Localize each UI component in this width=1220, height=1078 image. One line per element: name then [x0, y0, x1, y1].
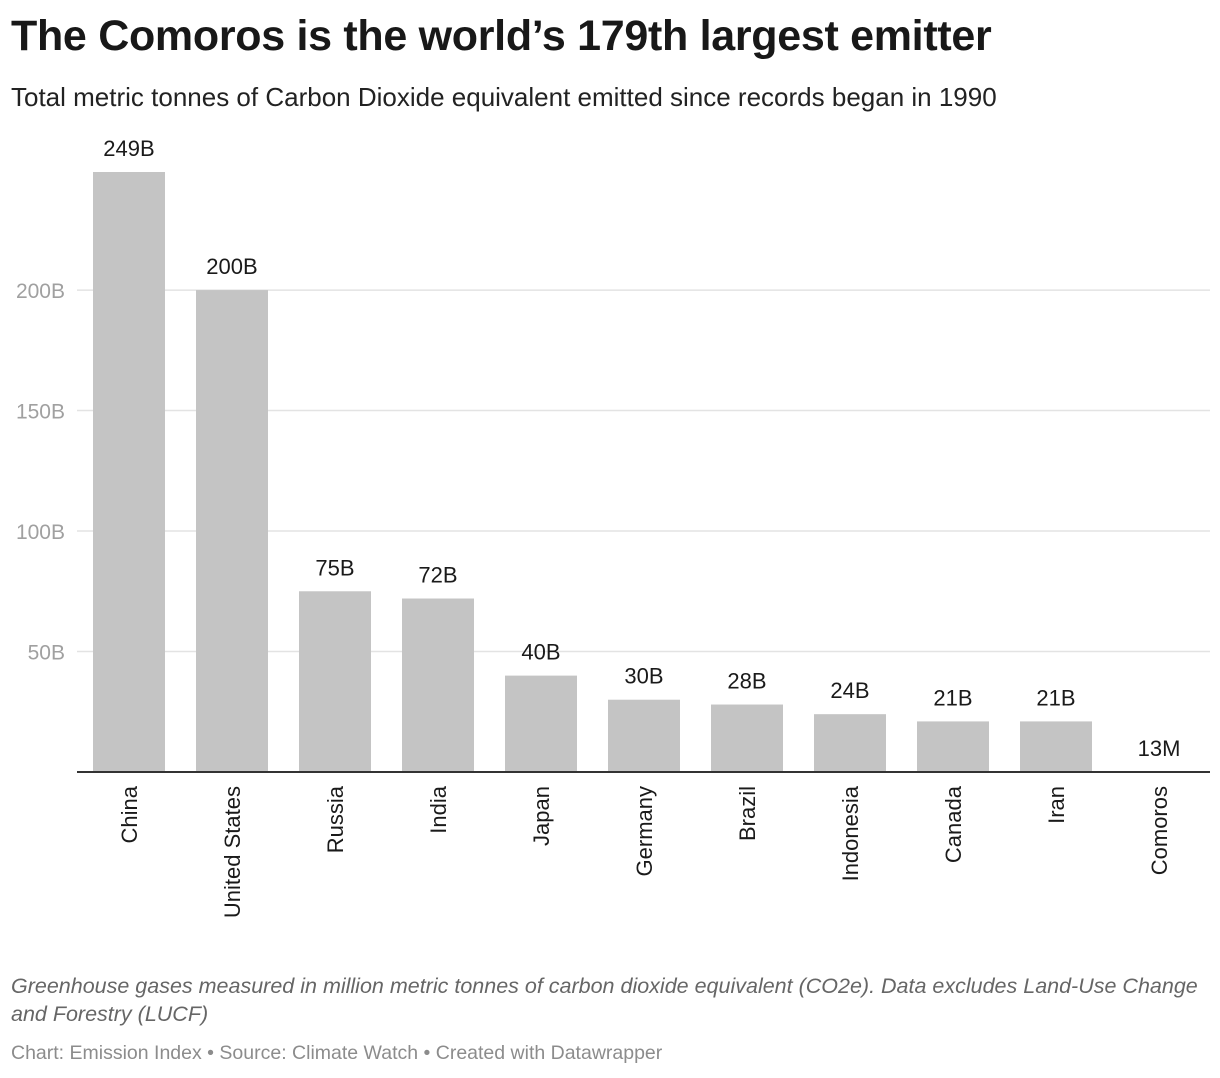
bar-canada — [917, 721, 989, 772]
bar-china — [93, 172, 165, 772]
chart-footer: Chart: Emission Index • Source: Climate … — [11, 1042, 663, 1064]
bar-value-label: 21B — [933, 685, 972, 710]
bar-value-label: 21B — [1036, 685, 1075, 710]
y-tick-label: 200B — [16, 280, 65, 303]
x-tick-label: Brazil — [735, 786, 760, 841]
bar-russia — [299, 591, 371, 772]
bar-india — [402, 598, 474, 772]
x-tick-label: Indonesia — [838, 785, 863, 881]
x-tick-label: Iran — [1044, 786, 1069, 824]
x-tick-label: China — [117, 785, 142, 843]
bar-iran — [1020, 721, 1092, 772]
chart-subtitle: Total metric tonnes of Carbon Dioxide eq… — [11, 82, 997, 112]
bars — [93, 172, 1195, 772]
bar-value-label: 24B — [830, 678, 869, 703]
value-labels: 249B 200B 75B 72B 40B 30B 28B 24B 21B 21B 13M — [103, 136, 1180, 761]
bar-united-states — [196, 290, 268, 772]
chart-notes: Greenhouse gases measured in million met… — [11, 974, 1198, 1026]
y-tick-label: 150B — [16, 401, 65, 424]
bar-value-label: 28B — [727, 669, 766, 694]
y-tick-label: 50B — [28, 642, 65, 665]
bar-value-label: 30B — [624, 664, 663, 689]
bar-value-label: 75B — [315, 555, 354, 580]
bar-value-label: 72B — [418, 563, 457, 588]
bar-value-label: 200B — [206, 254, 257, 279]
chart-title: The Comoros is the world’s 179th largest… — [11, 12, 992, 60]
bar-value-label: 40B — [521, 640, 560, 665]
x-tick-label: United States — [220, 786, 245, 918]
bar-japan — [505, 675, 577, 772]
x-tick-label: Comoros — [1147, 786, 1172, 875]
y-axis-ticks: 50B 100B 150B 200B — [16, 280, 65, 664]
bar-value-label: 249B — [103, 136, 154, 161]
y-tick-label: 100B — [16, 521, 65, 544]
bar-value-label: 13M — [1138, 736, 1181, 761]
x-tick-label: Canada — [941, 785, 966, 863]
bar-indonesia — [814, 714, 886, 772]
x-axis-labels: China United States Russia India Japan German… — [117, 785, 1172, 918]
x-tick-label: Russia — [323, 785, 348, 853]
x-tick-label: Japan — [529, 786, 554, 846]
x-tick-label: Germany — [632, 786, 657, 876]
bar-brazil — [711, 704, 783, 772]
x-tick-label: India — [426, 785, 451, 833]
bar-germany — [608, 699, 680, 772]
